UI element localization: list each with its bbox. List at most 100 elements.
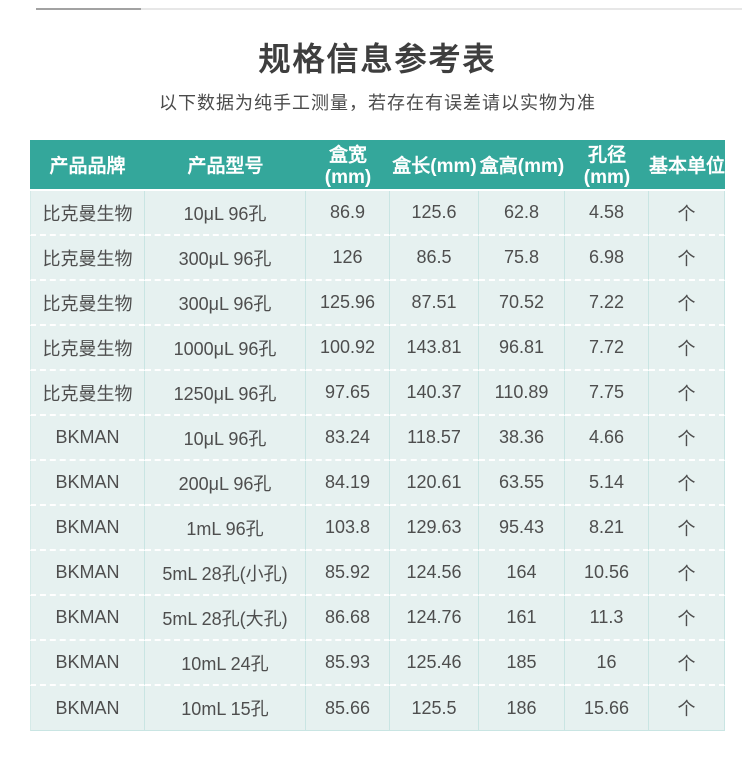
table-cell: 个 bbox=[649, 281, 725, 326]
table-cell: 个 bbox=[649, 686, 725, 731]
table-cell: 70.52 bbox=[479, 281, 565, 326]
table-row: 比克曼生物 300μL 96孔 126 86.5 75.8 6.98 个 bbox=[30, 236, 725, 281]
table-cell: 7.75 bbox=[565, 371, 649, 416]
table-cell: BKMAN bbox=[30, 686, 145, 731]
table-cell: 比克曼生物 bbox=[30, 236, 145, 281]
table-cell: 比克曼生物 bbox=[30, 326, 145, 371]
column-header-5: 盒高(mm) bbox=[479, 140, 565, 191]
table-cell: 个 bbox=[649, 506, 725, 551]
table-cell: 10mL 24孔 bbox=[145, 641, 306, 686]
table-cell: 38.36 bbox=[479, 416, 565, 461]
table-cell: 300μL 96孔 bbox=[145, 281, 306, 326]
table-cell: BKMAN bbox=[30, 506, 145, 551]
table-cell: 63.55 bbox=[479, 461, 565, 506]
table-cell: 10.56 bbox=[565, 551, 649, 596]
table-cell: 个 bbox=[649, 551, 725, 596]
table-row: BKMAN 200μL 96孔 84.19 120.61 63.55 5.14 个 bbox=[30, 461, 725, 506]
table-cell: 83.24 bbox=[306, 416, 390, 461]
table-cell: 62.8 bbox=[479, 191, 565, 236]
table-cell: 96.81 bbox=[479, 326, 565, 371]
table-cell: 186 bbox=[479, 686, 565, 731]
table-row: BKMAN 10mL 15孔 85.66 125.5 186 15.66 个 bbox=[30, 686, 725, 731]
table-cell: BKMAN bbox=[30, 641, 145, 686]
table-cell: 1000μL 96孔 bbox=[145, 326, 306, 371]
table-cell: 86.5 bbox=[390, 236, 479, 281]
table-cell: 185 bbox=[479, 641, 565, 686]
table-cell: 个 bbox=[649, 191, 725, 236]
table-cell: 300μL 96孔 bbox=[145, 236, 306, 281]
column-header-1: 产品品牌 bbox=[30, 140, 145, 191]
table-cell: BKMAN bbox=[30, 416, 145, 461]
table-cell: 125.6 bbox=[390, 191, 479, 236]
table-cell: 7.72 bbox=[565, 326, 649, 371]
table-cell: 100.92 bbox=[306, 326, 390, 371]
table-cell: 110.89 bbox=[479, 371, 565, 416]
table-cell: 1250μL 96孔 bbox=[145, 371, 306, 416]
table-cell: 7.22 bbox=[565, 281, 649, 326]
table-cell: 个 bbox=[649, 596, 725, 641]
column-header-3: 盒宽(mm) bbox=[306, 140, 390, 191]
table-cell: 120.61 bbox=[390, 461, 479, 506]
table-cell: 6.98 bbox=[565, 236, 649, 281]
table-cell: 125.96 bbox=[306, 281, 390, 326]
table-cell: 4.58 bbox=[565, 191, 649, 236]
table-cell: 比克曼生物 bbox=[30, 281, 145, 326]
column-header-6: 孔径(mm) bbox=[565, 140, 649, 191]
table-cell: 97.65 bbox=[306, 371, 390, 416]
table-cell: 200μL 96孔 bbox=[145, 461, 306, 506]
table-cell: 个 bbox=[649, 371, 725, 416]
table-cell: 164 bbox=[479, 551, 565, 596]
table-cell: 143.81 bbox=[390, 326, 479, 371]
table-cell: 个 bbox=[649, 461, 725, 506]
spec-table: 产品品牌 产品型号 盒宽(mm) 盒长(mm) 盒高(mm) 孔径(mm) 基本单位 比克曼… bbox=[30, 140, 725, 731]
table-cell: 124.76 bbox=[390, 596, 479, 641]
page-title: 规格信息参考表 bbox=[258, 41, 497, 77]
table-row: 比克曼生物 1000μL 96孔 100.92 143.81 96.81 7.72 个 bbox=[30, 326, 725, 371]
table-cell: 85.93 bbox=[306, 641, 390, 686]
table-row: 比克曼生物 1250μL 96孔 97.65 140.37 110.89 7.75 个 bbox=[30, 371, 725, 416]
table-cell: 个 bbox=[649, 326, 725, 371]
table-cell: 15.66 bbox=[565, 686, 649, 731]
table-cell: 8.21 bbox=[565, 506, 649, 551]
table-cell: 95.43 bbox=[479, 506, 565, 551]
spec-table-body: 比克曼生物 10μL 96孔 86.9 125.6 62.8 4.58 个比克曼生物 300μ… bbox=[30, 191, 725, 731]
column-header-7: 基本单位 bbox=[649, 140, 725, 191]
table-cell: 85.66 bbox=[306, 686, 390, 731]
table-cell: 125.5 bbox=[390, 686, 479, 731]
table-row: BKMAN 1mL 96孔 103.8 129.63 95.43 8.21 个 bbox=[30, 506, 725, 551]
table-cell: 124.56 bbox=[390, 551, 479, 596]
table-cell: 11.3 bbox=[565, 596, 649, 641]
table-cell: 比克曼生物 bbox=[30, 191, 145, 236]
table-cell: 10μL 96孔 bbox=[145, 191, 306, 236]
table-cell: 4.66 bbox=[565, 416, 649, 461]
table-row: BKMAN 10mL 24孔 85.93 125.46 185 16 个 bbox=[30, 641, 725, 686]
table-cell: 1mL 96孔 bbox=[145, 506, 306, 551]
table-cell: 87.51 bbox=[390, 281, 479, 326]
table-cell: 85.92 bbox=[306, 551, 390, 596]
table-cell: 个 bbox=[649, 416, 725, 461]
table-row: BKMAN 10μL 96孔 83.24 118.57 38.36 4.66 个 bbox=[30, 416, 725, 461]
table-cell: 5mL 28孔(大孔) bbox=[145, 596, 306, 641]
column-header-2: 产品型号 bbox=[145, 140, 306, 191]
table-cell: 129.63 bbox=[390, 506, 479, 551]
table-cell: 10mL 15孔 bbox=[145, 686, 306, 731]
table-cell: 126 bbox=[306, 236, 390, 281]
table-cell: 103.8 bbox=[306, 506, 390, 551]
table-cell: BKMAN bbox=[30, 551, 145, 596]
table-row: BKMAN 5mL 28孔(大孔) 86.68 124.76 161 11.3 个 bbox=[30, 596, 725, 641]
page-subtitle: 以下数据为纯手工测量，若存在有误差请以实物为准 bbox=[159, 93, 596, 113]
table-cell: 86.9 bbox=[306, 191, 390, 236]
table-row: 比克曼生物 10μL 96孔 86.9 125.6 62.8 4.58 个 bbox=[30, 191, 725, 236]
table-row: BKMAN 5mL 28孔(小孔) 85.92 124.56 164 10.56 个 bbox=[30, 551, 725, 596]
table-cell: 5.14 bbox=[565, 461, 649, 506]
table-cell: 86.68 bbox=[306, 596, 390, 641]
table-cell: 75.8 bbox=[479, 236, 565, 281]
table-cell: 10μL 96孔 bbox=[145, 416, 306, 461]
column-header-4: 盒长(mm) bbox=[390, 140, 479, 191]
table-cell: 16 bbox=[565, 641, 649, 686]
table-cell: 比克曼生物 bbox=[30, 371, 145, 416]
table-cell: 118.57 bbox=[390, 416, 479, 461]
table-cell: BKMAN bbox=[30, 596, 145, 641]
table-cell: BKMAN bbox=[30, 461, 145, 506]
